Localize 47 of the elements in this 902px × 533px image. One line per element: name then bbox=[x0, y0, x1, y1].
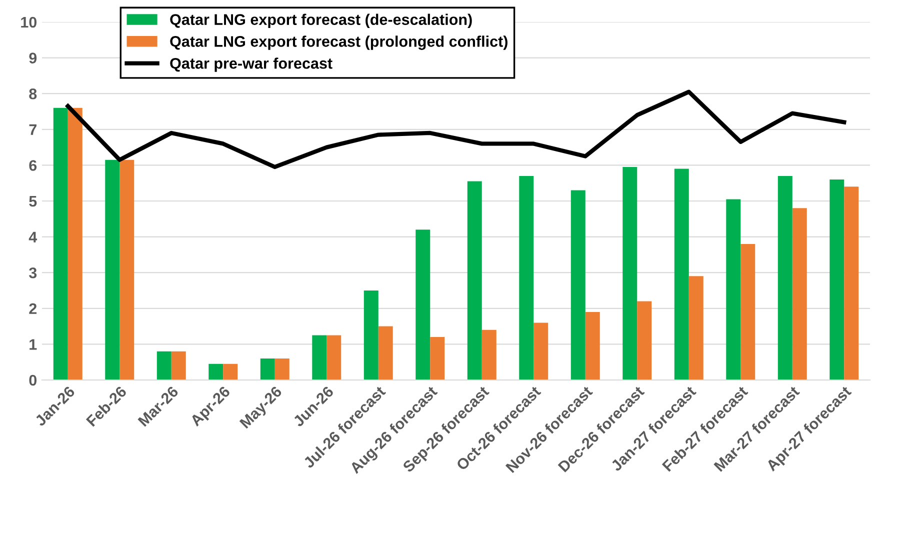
bar bbox=[171, 351, 186, 380]
y-tick-label: 6 bbox=[29, 160, 37, 171]
bar bbox=[688, 276, 704, 380]
y-tick-label: 4 bbox=[28, 232, 38, 242]
line-series bbox=[66, 90, 846, 170]
y-tick-label: 7 bbox=[29, 124, 36, 135]
bar bbox=[585, 312, 600, 380]
bar bbox=[740, 244, 756, 380]
y-tick-label: 3 bbox=[28, 267, 37, 278]
bar bbox=[519, 176, 534, 380]
bar bbox=[208, 364, 224, 380]
bar bbox=[53, 108, 68, 380]
bar bbox=[792, 208, 807, 380]
legend-label: Qatar LNG export forecast (prolonged conflict) bbox=[170, 36, 508, 50]
bar bbox=[534, 322, 548, 380]
bar bbox=[467, 181, 482, 380]
bar bbox=[326, 335, 342, 380]
bar bbox=[830, 180, 844, 380]
bar bbox=[68, 108, 82, 380]
y-tick-label: 8 bbox=[29, 88, 37, 100]
y-tick-label: 5 bbox=[29, 196, 37, 207]
bar bbox=[416, 230, 430, 380]
bar bbox=[778, 176, 792, 380]
bar bbox=[105, 160, 120, 380]
legend-label: Qatar LNG export forecast (de-escalation) bbox=[170, 14, 472, 28]
bar bbox=[312, 335, 327, 380]
bar bbox=[378, 326, 393, 380]
y-tick-label: 9 bbox=[29, 52, 37, 64]
y-tick-label: 10 bbox=[21, 16, 37, 28]
bar bbox=[637, 301, 652, 380]
bar bbox=[726, 199, 741, 380]
bar bbox=[274, 358, 290, 380]
y-tick-label: 1 bbox=[30, 339, 37, 350]
bar bbox=[364, 290, 378, 380]
bar bbox=[430, 337, 445, 380]
bar bbox=[674, 168, 689, 380]
bar bbox=[120, 160, 134, 380]
bar bbox=[622, 166, 638, 380]
legend-label: Qatar pre-war forecast bbox=[170, 58, 332, 72]
bar bbox=[570, 190, 586, 380]
bar bbox=[156, 351, 172, 380]
y-tick-label: 0 bbox=[29, 374, 37, 386]
y-tick-label: 2 bbox=[29, 303, 37, 314]
bar bbox=[223, 364, 238, 380]
bar bbox=[482, 330, 496, 380]
bar bbox=[844, 186, 859, 380]
bar bbox=[260, 358, 275, 380]
